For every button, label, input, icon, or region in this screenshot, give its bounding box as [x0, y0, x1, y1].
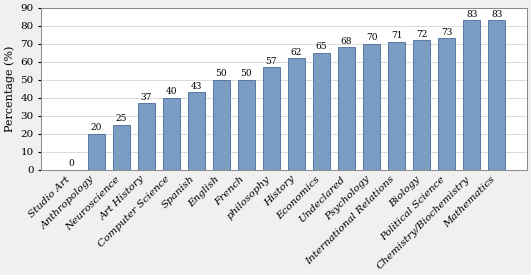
- Text: 65: 65: [316, 42, 327, 51]
- Text: 83: 83: [466, 10, 477, 19]
- Text: 20: 20: [91, 123, 102, 132]
- Text: 40: 40: [166, 87, 177, 96]
- Text: 72: 72: [416, 30, 427, 38]
- Bar: [113, 125, 130, 170]
- Text: 73: 73: [441, 28, 452, 37]
- Text: 57: 57: [266, 57, 277, 66]
- Bar: [189, 92, 204, 170]
- Bar: [464, 20, 479, 170]
- Bar: [389, 42, 405, 170]
- Text: 68: 68: [341, 37, 352, 46]
- Bar: [363, 44, 380, 170]
- Text: 62: 62: [291, 48, 302, 57]
- Bar: [338, 47, 355, 170]
- Text: 37: 37: [141, 93, 152, 101]
- Bar: [138, 103, 155, 170]
- Text: 50: 50: [216, 69, 227, 78]
- Bar: [263, 67, 280, 170]
- Text: 25: 25: [116, 114, 127, 123]
- Bar: [439, 38, 455, 170]
- Bar: [313, 53, 330, 170]
- Text: 71: 71: [391, 31, 402, 40]
- Y-axis label: Percentage (%): Percentage (%): [4, 45, 15, 132]
- Text: 83: 83: [491, 10, 502, 19]
- Bar: [88, 134, 105, 170]
- Bar: [414, 40, 430, 170]
- Bar: [489, 20, 505, 170]
- Bar: [213, 80, 229, 170]
- Bar: [164, 98, 179, 170]
- Text: 0: 0: [68, 159, 74, 168]
- Text: 43: 43: [191, 82, 202, 91]
- Text: 50: 50: [241, 69, 252, 78]
- Bar: [288, 58, 305, 170]
- Text: 70: 70: [366, 33, 378, 42]
- Bar: [238, 80, 254, 170]
